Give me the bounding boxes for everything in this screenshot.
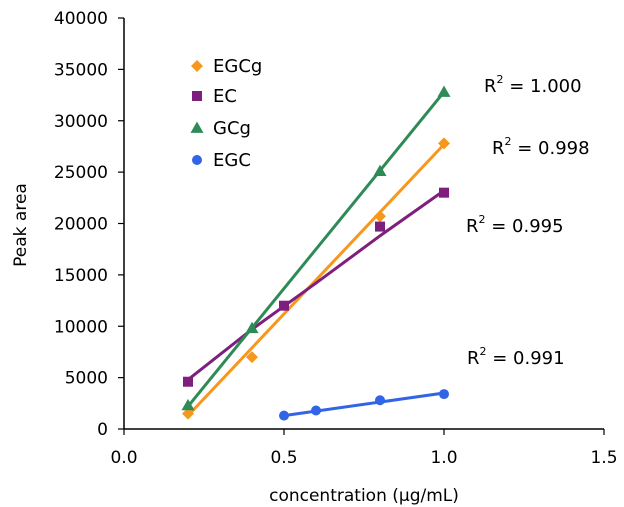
r2-superscript: 2 (480, 345, 487, 358)
legend-marker-egcg (191, 60, 203, 72)
point-egcg (374, 210, 386, 223)
r2-superscript: 2 (505, 135, 512, 148)
y-tick-label: 25000 (54, 163, 108, 183)
fit-line-egc (282, 391, 446, 418)
r2-value: = 0.998 (512, 138, 590, 159)
data-points (181, 85, 451, 421)
y-tick-label: 10000 (54, 317, 108, 337)
y-tick-label: 40000 (54, 9, 108, 29)
legend-label-egc: EGC (213, 150, 251, 171)
point-ec (375, 221, 385, 232)
r2-value: = 0.995 (486, 216, 564, 237)
point-egcg (182, 407, 194, 420)
r2-superscript: 2 (497, 73, 504, 86)
r2-symbol: R (484, 76, 497, 97)
y-axis-label: Peak area (11, 183, 31, 267)
point-egcg (438, 137, 450, 150)
point-egcg (246, 351, 258, 364)
x-tick-label: 0.5 (270, 448, 297, 468)
point-gcg (437, 85, 451, 97)
y-tick-label: 15000 (54, 266, 108, 286)
point-egc (279, 410, 289, 421)
legend-marker-gcg (190, 121, 204, 133)
legend-label-ec: EC (213, 86, 237, 107)
x-tick-label: 1.0 (430, 448, 457, 468)
r2-label-ec: R2 = 0.995 (466, 213, 564, 237)
fit-line-ec (186, 189, 446, 382)
fit-lines (186, 90, 446, 418)
legend-label-egcg: EGCg (213, 56, 262, 77)
x-ticks: 0.0 0.5 1.0 1.5 (110, 429, 618, 468)
y-ticks: 0 5000 10000 15000 20000 25000 30000 35000 40000 (54, 9, 124, 440)
y-tick-label: 5000 (65, 369, 108, 389)
r2-value: = 1.000 (504, 76, 582, 97)
x-tick-label: 1.5 (590, 448, 617, 468)
point-ec (279, 300, 289, 311)
r2-label-egcg: R2 = 0.998 (492, 135, 590, 159)
x-axis-label: concentration (μg/mL) (269, 486, 459, 506)
y-tick-label: 30000 (54, 112, 108, 132)
point-egc (311, 405, 321, 416)
r2-label-egc: R2 = 0.991 (467, 345, 565, 369)
legend-marker-egc (192, 155, 202, 165)
legend-marker-ec (192, 91, 202, 101)
point-ec (439, 187, 449, 198)
r2-symbol: R (466, 216, 479, 237)
r2-symbol: R (467, 348, 480, 369)
point-ec (183, 376, 193, 387)
point-gcg (373, 164, 387, 176)
x-tick-label: 0.0 (110, 448, 137, 468)
y-tick-label: 20000 (54, 215, 108, 235)
y-tick-label: 0 (97, 420, 108, 440)
r2-superscript: 2 (479, 213, 486, 226)
legend-label-gcg: GCg (213, 118, 251, 139)
point-gcg (245, 321, 259, 334)
legend: EGCg EC GCg EGC (190, 56, 262, 171)
y-tick-label: 35000 (54, 60, 108, 80)
point-egc (375, 395, 385, 406)
fit-line-egcg (186, 142, 446, 418)
fit-line-gcg (186, 90, 446, 408)
point-egc (439, 389, 449, 400)
point-gcg (181, 398, 195, 411)
r2-value: = 0.991 (487, 348, 565, 369)
r2-label-gcg: R2 = 1.000 (484, 73, 582, 97)
r2-symbol: R (492, 138, 505, 159)
